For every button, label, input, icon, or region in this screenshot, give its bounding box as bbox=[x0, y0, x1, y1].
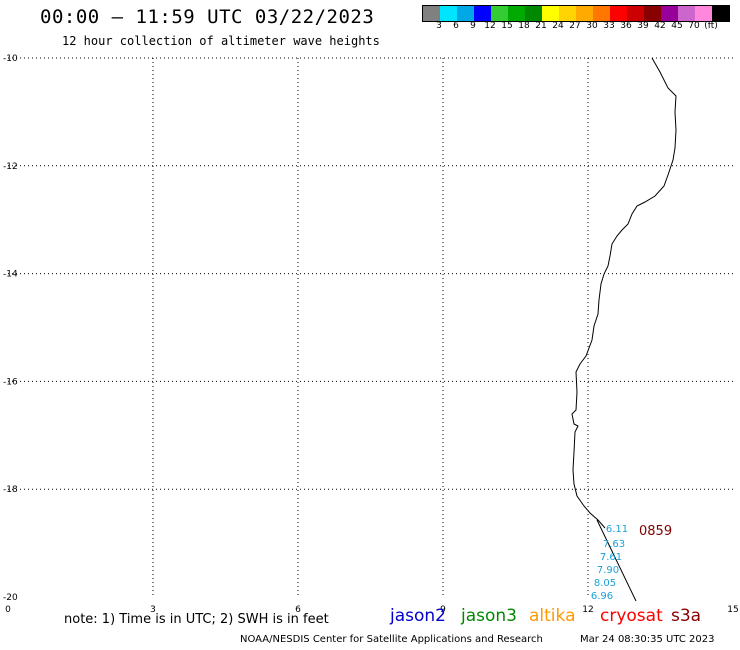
x-tick-label: 15 bbox=[727, 605, 738, 615]
legend-altika: altika bbox=[529, 606, 576, 626]
y-tick-label: -10 bbox=[3, 54, 18, 64]
color-scale-label: 42 bbox=[654, 21, 666, 31]
x-tick-label: 0 bbox=[5, 605, 11, 615]
pass-time-label: 0859 bbox=[639, 524, 672, 539]
y-tick-label: -18 bbox=[3, 485, 18, 495]
swh-value: 7.61 bbox=[600, 552, 622, 563]
swh-value: 6.96 bbox=[591, 591, 613, 602]
color-swatch bbox=[712, 6, 729, 21]
color-scale-label: 18 bbox=[518, 21, 530, 31]
color-swatch bbox=[508, 6, 525, 21]
color-swatch bbox=[423, 6, 440, 21]
color-swatch bbox=[678, 6, 695, 21]
color-swatch bbox=[593, 6, 610, 21]
color-swatch bbox=[474, 6, 491, 21]
color-scale-label: 9 bbox=[470, 21, 476, 31]
color-scale-bar bbox=[422, 5, 730, 22]
color-swatch bbox=[457, 6, 474, 21]
color-swatch bbox=[627, 6, 644, 21]
x-axis-labels: 0 3 6 9 12 15 bbox=[5, 605, 739, 615]
color-swatch bbox=[661, 6, 678, 21]
color-scale-label: 39 bbox=[637, 21, 649, 31]
coastline bbox=[571, 57, 677, 529]
note-text: note: 1) Time is in UTC; 2) SWH is in fe… bbox=[64, 612, 329, 627]
color-swatch bbox=[559, 6, 576, 21]
x-tick-label: 6 bbox=[295, 605, 301, 615]
color-scale-label: 12 bbox=[484, 21, 496, 31]
legend-s3a: s3a bbox=[671, 606, 702, 626]
y-tick-label: -12 bbox=[3, 162, 18, 172]
color-swatch bbox=[644, 6, 661, 21]
color-scale-label: 27 bbox=[569, 21, 581, 31]
color-scale-label: 70 bbox=[688, 21, 700, 31]
legend-jason3: jason3 bbox=[461, 606, 517, 626]
color-swatch bbox=[440, 6, 457, 21]
color-scale-label: 3 bbox=[436, 21, 442, 31]
color-scale-label: 33 bbox=[603, 21, 615, 31]
legend-jason2: jason2 bbox=[390, 606, 446, 626]
color-swatch bbox=[610, 6, 627, 21]
legend-cryosat: cryosat bbox=[600, 606, 663, 626]
swh-value: 7.63 bbox=[603, 539, 625, 550]
color-swatch bbox=[525, 6, 542, 21]
swh-value: 6.11 bbox=[606, 524, 628, 535]
footer-source: NOAA/NESDIS Center for Satellite Applica… bbox=[240, 634, 543, 645]
y-tick-label: -20 bbox=[3, 593, 18, 603]
y-axis-labels: -10 -12 -14 -16 -18 -20 bbox=[3, 54, 18, 603]
color-scale-label: 36 bbox=[620, 21, 632, 31]
swh-value: 8.05 bbox=[594, 578, 616, 589]
x-tick-label: 12 bbox=[582, 605, 593, 615]
map-subtitle: 12 hour collection of altimeter wave hei… bbox=[62, 34, 380, 48]
color-scale-label: 15 bbox=[501, 21, 513, 31]
color-swatch bbox=[695, 6, 712, 21]
x-tick-label: 9 bbox=[440, 605, 446, 615]
footer-timestamp: Mar 24 08:30:35 UTC 2023 bbox=[580, 634, 715, 645]
grid-lines bbox=[8, 57, 733, 597]
y-tick-label: -16 bbox=[3, 377, 18, 387]
color-scale-label: 6 bbox=[453, 21, 459, 31]
map-title: 00:00 – 11:59 UTC 03/22/2023 bbox=[40, 6, 375, 28]
satellite-track bbox=[596, 519, 637, 602]
color-scale-label: 45 bbox=[671, 21, 683, 31]
color-scale-label: (ft) bbox=[704, 21, 718, 31]
color-swatch bbox=[542, 6, 559, 21]
color-scale-label: 30 bbox=[586, 21, 598, 31]
swh-readings: 6.11 7.63 7.61 7.90 8.05 6.96 bbox=[591, 524, 628, 602]
color-swatch bbox=[576, 6, 593, 21]
swh-value: 7.90 bbox=[597, 565, 619, 576]
color-scale-label: 24 bbox=[552, 21, 564, 31]
color-scale-label: 21 bbox=[535, 21, 547, 31]
x-tick-label: 3 bbox=[150, 605, 156, 615]
color-swatch bbox=[491, 6, 508, 21]
y-tick-label: -14 bbox=[3, 270, 18, 280]
